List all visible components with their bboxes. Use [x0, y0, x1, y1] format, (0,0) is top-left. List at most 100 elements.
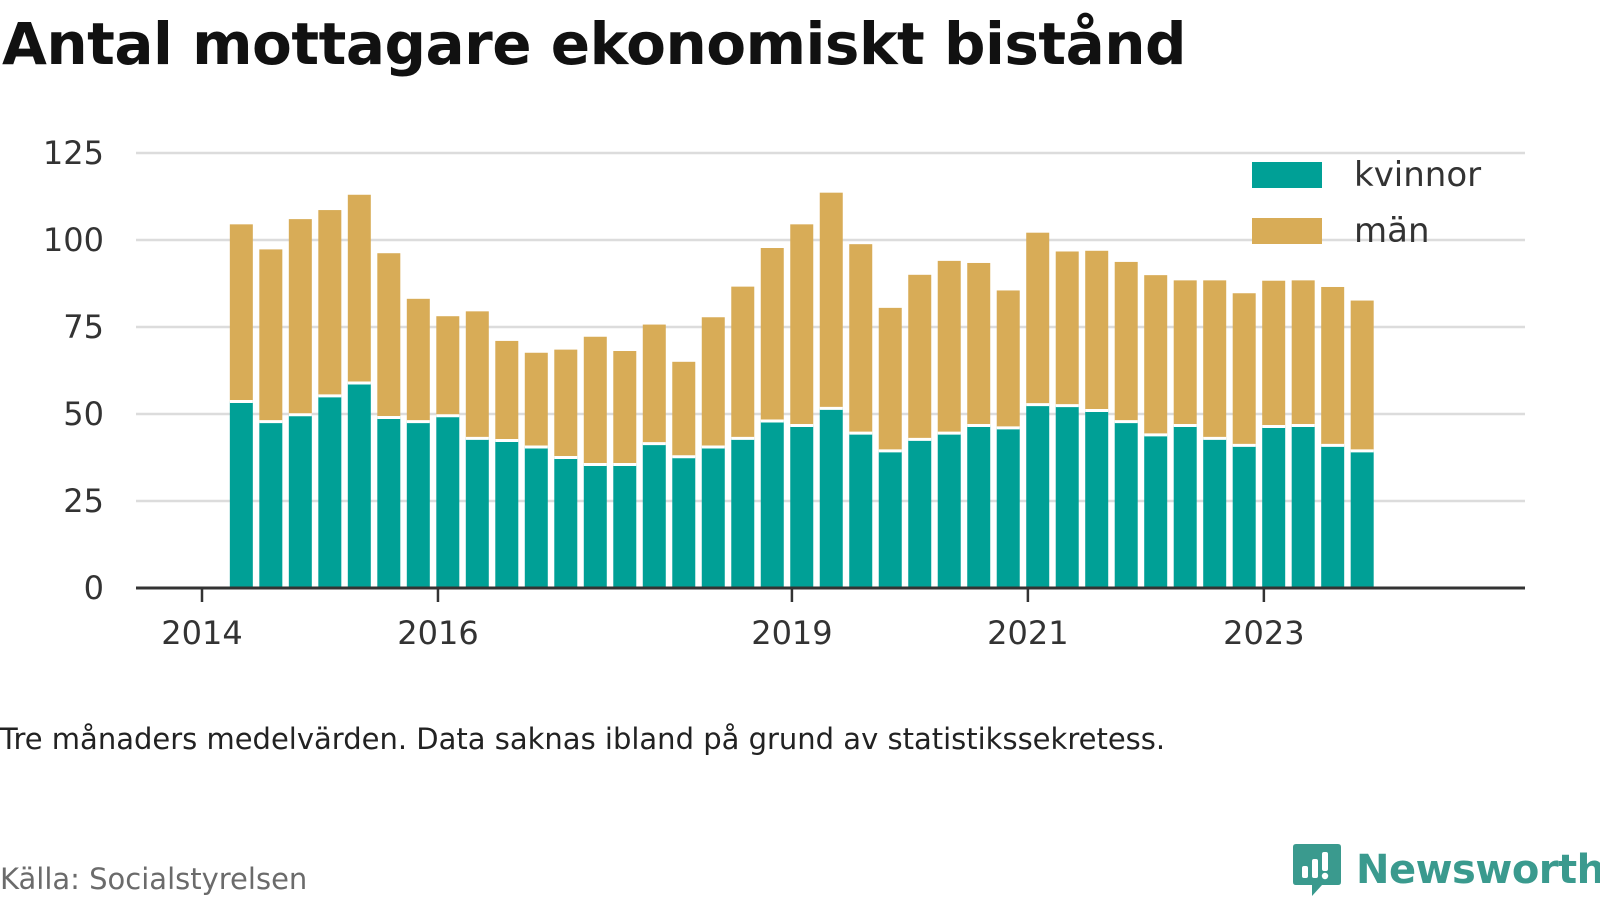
bar-män [1232, 293, 1256, 446]
bar-män [819, 192, 843, 409]
bar-män [613, 351, 637, 465]
y-tick-label: 25 [63, 482, 104, 520]
bar-män [1144, 275, 1168, 435]
bar-kvinnor [1350, 450, 1374, 588]
brand-name: Newsworthy [1356, 847, 1600, 893]
x-tick-label: 2023 [1223, 614, 1304, 652]
bar-kvinnor [849, 433, 873, 588]
bar-kvinnor [1321, 445, 1345, 588]
bar-kvinnor [259, 421, 283, 588]
legend-swatch-män [1252, 218, 1322, 244]
bar-kvinnor [937, 433, 961, 588]
y-tick-label: 50 [63, 395, 104, 433]
bar-kvinnor [701, 447, 725, 588]
bar-män [701, 317, 725, 448]
bar-kvinnor [996, 427, 1020, 588]
newsworthy-logo-icon [1293, 844, 1341, 896]
bar-män [849, 244, 873, 434]
y-axis-ticks: 0 25 50 75 100 125 [43, 134, 104, 607]
x-tick-label: 2016 [397, 614, 478, 652]
bar-kvinnor [1232, 445, 1256, 588]
bar-män [1114, 261, 1138, 422]
bar-kvinnor [1026, 404, 1050, 588]
bar-kvinnor [377, 417, 401, 588]
bar-män [760, 248, 784, 421]
bar-män [436, 316, 460, 416]
legend-label-kvinnor: kvinnor [1354, 155, 1481, 195]
bar-män [259, 249, 283, 422]
bar-män [878, 307, 902, 451]
bar-män [465, 311, 489, 439]
bar-män [937, 260, 961, 434]
bar-kvinnor [1085, 410, 1109, 588]
legend-swatch-kvinnor [1252, 162, 1322, 188]
bars [229, 192, 1374, 588]
bar-män [554, 349, 578, 458]
bar-män [347, 194, 371, 384]
x-axis-ticks: 2014 2016 2019 2021 2023 [161, 588, 1305, 652]
x-tick-label: 2021 [987, 614, 1068, 652]
bar-kvinnor [1144, 434, 1168, 588]
source-credit: Källa: Socialstyrelsen [0, 862, 308, 896]
bar-män [406, 298, 430, 422]
bar-män [524, 352, 548, 448]
bar-män [790, 224, 814, 426]
bar-kvinnor [554, 457, 578, 588]
bar-kvinnor [731, 438, 755, 588]
bar-kvinnor [524, 447, 548, 588]
bar-män [1203, 280, 1227, 439]
bar-kvinnor [436, 415, 460, 588]
bar-kvinnor [288, 414, 312, 588]
legend: kvinnor män [1252, 155, 1481, 251]
bar-kvinnor [819, 408, 843, 588]
newsworthy-logo: Newsworthy [1292, 840, 1600, 900]
bar-män [731, 286, 755, 439]
bar-kvinnor [465, 438, 489, 588]
bar-kvinnor [1262, 426, 1286, 588]
bar-kvinnor [908, 439, 932, 588]
bar-kvinnor [229, 401, 253, 588]
y-tick-label: 75 [63, 308, 104, 346]
chart-note: Tre månaders medelvärden. Data saknas ib… [0, 722, 1166, 756]
bar-kvinnor [1055, 405, 1079, 588]
x-tick-label: 2019 [751, 614, 832, 652]
bar-kvinnor [495, 440, 519, 588]
legend-label-män: män [1354, 211, 1430, 251]
bar-män [288, 219, 312, 415]
bar-kvinnor [878, 450, 902, 588]
bar-chart: 0 25 50 75 100 125 2014 2016 2019 2021 2023 kvinn… [43, 134, 1525, 652]
bar-kvinnor [583, 464, 607, 588]
bar-kvinnor [318, 395, 342, 588]
bar-män [1291, 280, 1315, 426]
y-tick-label: 100 [43, 221, 104, 259]
bar-män [1350, 300, 1374, 451]
bar-kvinnor [672, 456, 696, 588]
bar-kvinnor [1114, 421, 1138, 588]
bar-män [1026, 232, 1050, 405]
bar-män [642, 324, 666, 444]
bar-kvinnor [347, 383, 371, 588]
bar-män [229, 224, 253, 402]
bar-män [967, 262, 991, 426]
bar-kvinnor [790, 425, 814, 588]
bar-kvinnor [1203, 438, 1227, 588]
bar-män [672, 361, 696, 457]
bar-män [1085, 250, 1109, 411]
bar-kvinnor [1173, 425, 1197, 588]
bar-kvinnor [760, 420, 784, 588]
bar-kvinnor [967, 425, 991, 588]
y-tick-label: 0 [84, 569, 104, 607]
bar-kvinnor [1291, 425, 1315, 588]
chart-title: Antal mottagare ekonomiskt bistånd [2, 10, 1187, 78]
bar-män [318, 210, 342, 396]
bar-kvinnor [406, 421, 430, 588]
x-tick-label: 2014 [161, 614, 242, 652]
y-tick-label: 125 [43, 134, 104, 172]
bar-kvinnor [613, 464, 637, 588]
bar-män [583, 336, 607, 465]
bar-män [1262, 280, 1286, 427]
bar-män [996, 290, 1020, 428]
bar-män [377, 253, 401, 418]
bar-män [1173, 280, 1197, 426]
bar-män [908, 274, 932, 440]
